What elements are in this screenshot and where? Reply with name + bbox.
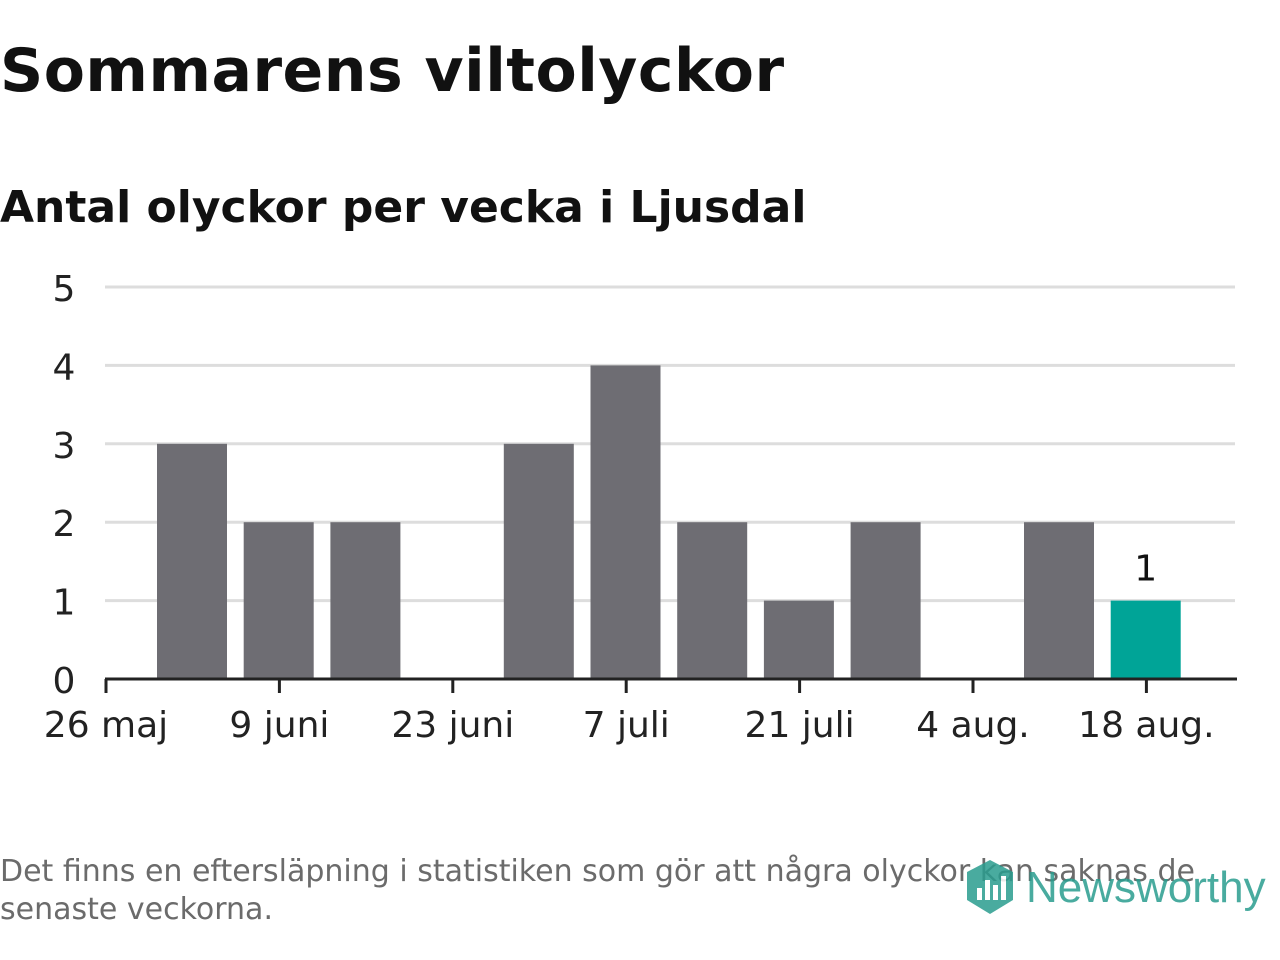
y-axis-ticks: 0 1 2 3 4 5: [53, 269, 76, 702]
x-tick-label: 18 aug.: [1078, 705, 1214, 746]
x-tick-label: 23 juni: [391, 705, 514, 746]
bar: [850, 522, 921, 679]
bars: [157, 365, 1181, 679]
y-tick-label: 5: [53, 269, 76, 310]
x-tick-label: 7 juli: [583, 705, 670, 746]
data-labels: 1: [1134, 549, 1157, 590]
bar: [503, 443, 574, 679]
bar-chart: 0 1 2 3 4 5 26 maj 9 juni 23 juni 7 juli 21 juli 4…: [44, 269, 1237, 746]
y-tick-label: 4: [53, 347, 76, 388]
bar-highlight: [1110, 600, 1181, 679]
x-tick-label: 9 juni: [229, 705, 329, 746]
x-tick-label: 4 aug.: [916, 705, 1030, 746]
y-tick-label: 1: [53, 583, 76, 624]
chart-subtitle: Antal olyckor per vecka i Ljusdal: [0, 182, 807, 233]
brand-logo: Newsworthy: [964, 858, 1266, 918]
bar: [1024, 522, 1094, 679]
bar: [157, 443, 227, 679]
chart-title: Sommarens viltolyckor: [0, 36, 785, 106]
newsworthy-logo-icon: [967, 860, 1013, 914]
bar: [763, 600, 834, 679]
bar: [243, 522, 314, 679]
bar: [590, 365, 661, 679]
x-axis: 26 maj 9 juni 23 juni 7 juli 21 juli 4 aug. 18…: [44, 677, 1237, 746]
y-tick-label: 2: [53, 504, 76, 545]
y-tick-label: 3: [53, 426, 76, 467]
x-tick-label: 26 maj: [44, 705, 168, 746]
bar: [677, 522, 748, 679]
y-tick-label: 0: [53, 661, 76, 702]
bar: [330, 522, 401, 679]
x-tick-label: 21 juli: [745, 705, 855, 746]
data-label: 1: [1134, 549, 1157, 590]
brand-name: Newsworthy: [1026, 863, 1266, 912]
